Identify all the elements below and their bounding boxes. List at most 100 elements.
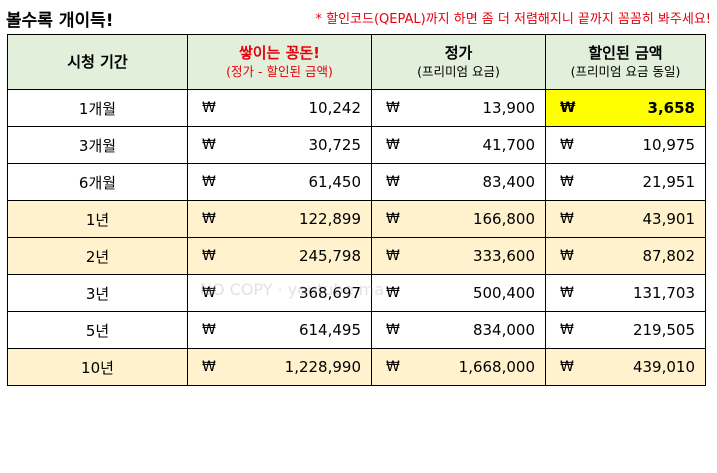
discounted-cell: ₩439,010 <box>545 348 706 386</box>
amount-wrapper: ₩122,899 <box>188 210 371 228</box>
amount-value: 122,899 <box>298 210 361 228</box>
table-row: 2년 ₩245,798 ₩333,600 ₩87,802 <box>7 237 706 275</box>
amount-value: 500,400 <box>472 284 535 302</box>
discounted-cell: ₩87,802 <box>545 237 706 275</box>
savings-cell: ₩1,228,990 <box>187 348 372 386</box>
currency-symbol: ₩ <box>386 174 400 190</box>
amount-wrapper: ₩43,901 <box>546 210 705 228</box>
list-price-cell: ₩1,668,000 <box>371 348 546 386</box>
amount-value: 13,900 <box>482 99 536 117</box>
currency-symbol: ₩ <box>202 248 216 264</box>
price-table: 시청 기간 쌓이는 꽁돈! (정가 - 할인된 금액) 정가 (프리미엄 요금)… <box>7 34 706 386</box>
amount-wrapper: ₩614,495 <box>188 321 371 339</box>
currency-symbol: ₩ <box>202 174 216 190</box>
currency-symbol: ₩ <box>560 285 574 301</box>
page-title: 볼수록 개이득! <box>6 11 114 31</box>
table-row: 5년 ₩614,495 ₩834,000 ₩219,505 <box>7 311 706 349</box>
table-row: 1개월 ₩10,242 ₩13,900 ₩3,658 <box>7 89 706 127</box>
discounted-cell: ₩3,658 <box>545 89 706 127</box>
discounted-cell: ₩219,505 <box>545 311 706 349</box>
period-cell: 3년 <box>7 274 188 312</box>
currency-symbol: ₩ <box>202 285 216 301</box>
period-cell: 5년 <box>7 311 188 349</box>
period-cell: 10년 <box>7 348 188 386</box>
amount-value: 333,600 <box>472 247 535 265</box>
currency-symbol: ₩ <box>386 137 400 153</box>
amount-value: 439,010 <box>632 358 695 376</box>
list-price-cell: ₩41,700 <box>371 126 546 164</box>
amount-value: 87,802 <box>642 247 696 265</box>
currency-symbol: ₩ <box>386 285 400 301</box>
header-savings: 쌓이는 꽁돈! (정가 - 할인된 금액) <box>187 34 372 90</box>
header-period: 시청 기간 <box>7 34 188 90</box>
amount-value: 10,975 <box>642 136 696 154</box>
table-row: 6개월 ₩61,450 ₩83,400 ₩21,951 <box>7 163 706 201</box>
savings-cell: ₩61,450 <box>187 163 372 201</box>
amount-wrapper: ₩1,668,000 <box>372 358 545 376</box>
period-cell: 6개월 <box>7 163 188 201</box>
currency-symbol: ₩ <box>386 211 400 227</box>
amount-wrapper: ₩131,703 <box>546 284 705 302</box>
list-price-cell: ₩83,400 <box>371 163 546 201</box>
amount-wrapper: ₩13,900 <box>372 99 545 117</box>
period-cell: 1개월 <box>7 89 188 127</box>
currency-symbol: ₩ <box>202 211 216 227</box>
amount-value: 834,000 <box>472 321 535 339</box>
currency-symbol: ₩ <box>560 248 574 264</box>
table-row: 3개월 ₩30,725 ₩41,700 ₩10,975 <box>7 126 706 164</box>
currency-symbol: ₩ <box>202 359 216 375</box>
currency-symbol: ₩ <box>386 359 400 375</box>
savings-cell: ₩614,495 <box>187 311 372 349</box>
amount-value: 131,703 <box>632 284 695 302</box>
amount-wrapper: ₩219,505 <box>546 321 705 339</box>
amount-wrapper: ₩166,800 <box>372 210 545 228</box>
savings-cell: ₩30,725 <box>187 126 372 164</box>
header-discounted-sublabel: (프리미엄 요금 동일) <box>570 64 681 79</box>
currency-symbol: ₩ <box>202 137 216 153</box>
header-discounted: 할인된 금액 (프리미엄 요금 동일) <box>545 34 706 90</box>
discounted-cell: ₩21,951 <box>545 163 706 201</box>
currency-symbol: ₩ <box>386 100 400 116</box>
savings-cell: ₩10,242 <box>187 89 372 127</box>
currency-symbol: ₩ <box>560 322 574 338</box>
amount-wrapper: ₩333,600 <box>372 247 545 265</box>
amount-wrapper: ₩368,697 <box>188 284 371 302</box>
amount-wrapper: ₩41,700 <box>372 136 545 154</box>
currency-symbol: ₩ <box>202 100 216 116</box>
amount-value: 219,505 <box>632 321 695 339</box>
currency-symbol: ₩ <box>386 248 400 264</box>
currency-symbol: ₩ <box>560 100 576 116</box>
discounted-cell: ₩131,703 <box>545 274 706 312</box>
discounted-cell: ₩43,901 <box>545 200 706 238</box>
amount-value: 1,228,990 <box>284 358 361 376</box>
table-row: 10년 ₩1,228,990 ₩1,668,000 ₩439,010 <box>7 348 706 386</box>
header-list-price: 정가 (프리미엄 요금) <box>371 34 546 90</box>
list-price-cell: ₩166,800 <box>371 200 546 238</box>
discounted-cell: ₩10,975 <box>545 126 706 164</box>
currency-symbol: ₩ <box>560 211 574 227</box>
amount-wrapper: ₩30,725 <box>188 136 371 154</box>
list-price-cell: ₩13,900 <box>371 89 546 127</box>
amount-wrapper: ₩439,010 <box>546 358 705 376</box>
header-list-price-label: 정가 <box>444 44 473 62</box>
currency-symbol: ₩ <box>202 322 216 338</box>
period-cell: 1년 <box>7 200 188 238</box>
amount-value: 41,700 <box>482 136 536 154</box>
amount-value: 368,697 <box>298 284 361 302</box>
savings-cell: ₩245,798 <box>187 237 372 275</box>
amount-wrapper: ₩61,450 <box>188 173 371 191</box>
period-cell: 2년 <box>7 237 188 275</box>
amount-value: 614,495 <box>298 321 361 339</box>
amount-value: 245,798 <box>298 247 361 265</box>
header-savings-label: 쌓이는 꽁돈! <box>238 44 321 62</box>
savings-cell: ₩122,899 <box>187 200 372 238</box>
amount-value: 166,800 <box>472 210 535 228</box>
currency-symbol: ₩ <box>560 137 574 153</box>
currency-symbol: ₩ <box>386 322 400 338</box>
table-row: 3년 ₩368,697 ₩500,400 ₩131,703 <box>7 274 706 312</box>
amount-value: 3,658 <box>647 99 695 117</box>
list-price-cell: ₩500,400 <box>371 274 546 312</box>
amount-wrapper: ₩87,802 <box>546 247 705 265</box>
amount-wrapper: ₩245,798 <box>188 247 371 265</box>
amount-value: 30,725 <box>308 136 362 154</box>
